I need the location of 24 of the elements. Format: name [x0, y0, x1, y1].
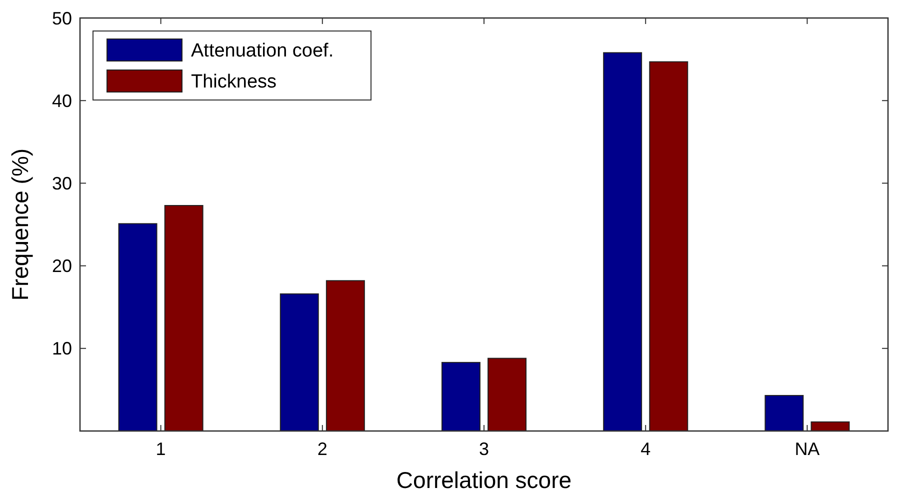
x-axis-title: Correlation score: [396, 467, 572, 493]
y-tick-label: 10: [52, 338, 72, 359]
bar: [164, 205, 204, 432]
x-tick-label: 1: [156, 439, 166, 459]
legend-label: Attenuation coef.: [191, 40, 334, 62]
x-tick-label: 3: [478, 439, 490, 459]
y-axis-title: Frequence (%): [7, 148, 33, 301]
legend-label: Thickness: [191, 72, 277, 93]
y-tick-label: 50: [52, 8, 72, 28]
bar: [441, 362, 480, 432]
bar: [280, 293, 319, 432]
bar: [118, 223, 158, 432]
bar: [649, 61, 688, 432]
y-tick-label: 30: [52, 174, 72, 194]
y-tick-label: 20: [52, 256, 72, 276]
x-tick-label: 2: [317, 439, 328, 459]
bar: [603, 52, 642, 432]
bar: [764, 394, 804, 432]
x-tick-label: NA: [794, 439, 820, 459]
bar: [326, 280, 365, 432]
bar: [488, 358, 527, 432]
bar: [810, 421, 850, 432]
y-tick-label: 40: [52, 90, 72, 111]
x-tick-label: 4: [640, 439, 651, 459]
